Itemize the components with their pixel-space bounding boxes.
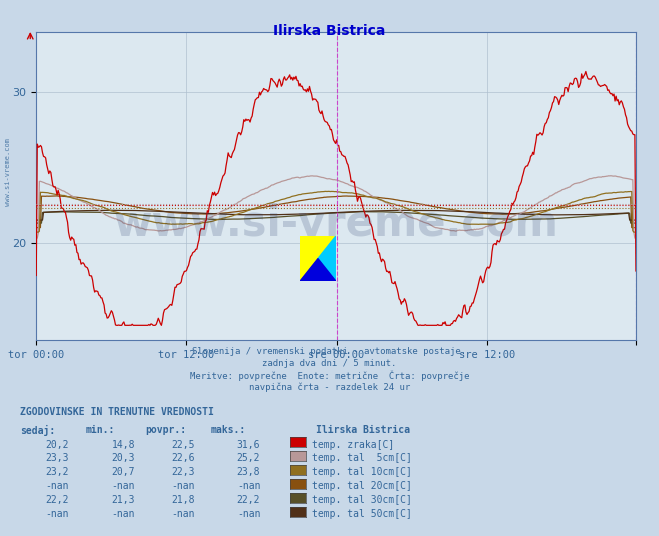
Polygon shape: [318, 236, 336, 281]
Text: temp. tal 10cm[C]: temp. tal 10cm[C]: [312, 467, 412, 478]
Text: povpr.:: povpr.:: [145, 425, 186, 435]
Text: -nan: -nan: [45, 509, 69, 519]
Text: temp. tal 30cm[C]: temp. tal 30cm[C]: [312, 495, 412, 505]
Text: 21,3: 21,3: [111, 495, 135, 505]
Text: 20,3: 20,3: [111, 453, 135, 464]
Text: www.si-vreme.com: www.si-vreme.com: [5, 138, 11, 205]
Text: temp. tal  5cm[C]: temp. tal 5cm[C]: [312, 453, 412, 464]
Text: 14,8: 14,8: [111, 440, 135, 450]
Text: 22,2: 22,2: [45, 495, 69, 505]
Polygon shape: [300, 259, 336, 281]
Text: Ilirska Bistrica: Ilirska Bistrica: [316, 425, 411, 435]
Text: Meritve: povprečne  Enote: metrične  Črta: povprečje: Meritve: povprečne Enote: metrične Črta:…: [190, 371, 469, 382]
Text: 20,2: 20,2: [45, 440, 69, 450]
Text: navpična črta - razdelek 24 ur: navpična črta - razdelek 24 ur: [249, 383, 410, 392]
Text: zadnja dva dni / 5 minut.: zadnja dva dni / 5 minut.: [262, 359, 397, 368]
Text: -nan: -nan: [237, 509, 260, 519]
Text: 31,6: 31,6: [237, 440, 260, 450]
Text: -nan: -nan: [237, 481, 260, 492]
Text: -nan: -nan: [171, 509, 194, 519]
Text: temp. tal 50cm[C]: temp. tal 50cm[C]: [312, 509, 412, 519]
Text: -nan: -nan: [171, 481, 194, 492]
Text: 21,8: 21,8: [171, 495, 194, 505]
Text: 25,2: 25,2: [237, 453, 260, 464]
Text: min.:: min.:: [86, 425, 115, 435]
Text: 22,2: 22,2: [237, 495, 260, 505]
Text: temp. zraka[C]: temp. zraka[C]: [312, 440, 394, 450]
Text: 23,3: 23,3: [45, 453, 69, 464]
Text: maks.:: maks.:: [211, 425, 246, 435]
Text: Ilirska Bistrica: Ilirska Bistrica: [273, 24, 386, 38]
Text: -nan: -nan: [111, 481, 135, 492]
Text: www.si-vreme.com: www.si-vreme.com: [113, 202, 559, 244]
Text: 23,2: 23,2: [45, 467, 69, 478]
Text: 22,6: 22,6: [171, 453, 194, 464]
Text: -nan: -nan: [111, 509, 135, 519]
Text: Slovenija / vremenski podatki - avtomatske postaje.: Slovenija / vremenski podatki - avtomats…: [192, 347, 467, 356]
Polygon shape: [300, 236, 336, 281]
Text: sedaj:: sedaj:: [20, 425, 55, 436]
Text: 20,7: 20,7: [111, 467, 135, 478]
Text: 23,8: 23,8: [237, 467, 260, 478]
Text: 22,5: 22,5: [171, 440, 194, 450]
Text: 22,3: 22,3: [171, 467, 194, 478]
Text: temp. tal 20cm[C]: temp. tal 20cm[C]: [312, 481, 412, 492]
Text: ZGODOVINSKE IN TRENUTNE VREDNOSTI: ZGODOVINSKE IN TRENUTNE VREDNOSTI: [20, 407, 214, 418]
Text: -nan: -nan: [45, 481, 69, 492]
